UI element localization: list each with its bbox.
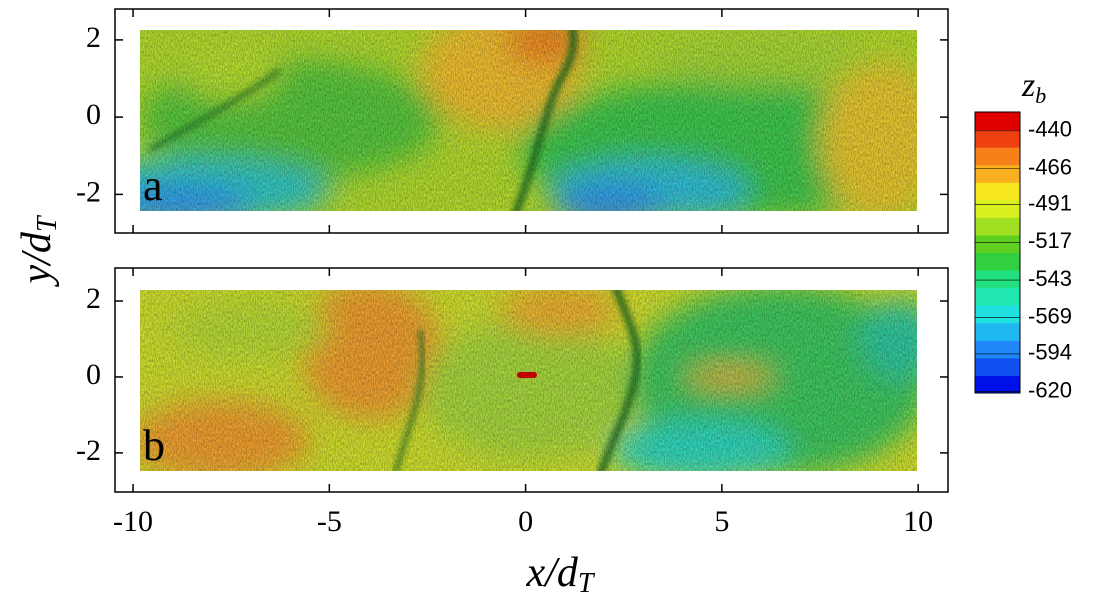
bed-elevation-field (140, 30, 917, 211)
colorbar-tick-label: -466 (1028, 154, 1072, 179)
colorbar-band (975, 287, 1020, 306)
x-axis-label-text: x/d (526, 550, 579, 594)
colorbar-tick-label: -517 (1028, 228, 1072, 253)
plot-frame (114, 8, 949, 234)
y-axis-label-text: y/d (14, 231, 60, 287)
y-tick-label: -2 (76, 434, 101, 467)
panel-label: b (143, 421, 165, 470)
bed-elevation-field (140, 290, 917, 471)
colorbar-band (975, 199, 1020, 218)
colorbar-band (975, 112, 1020, 131)
x-tick-label: -5 (317, 505, 342, 538)
colorbar-title-text: z (1021, 67, 1035, 104)
colorbar-frame (974, 111, 1021, 394)
colorbar-title: zb (1021, 67, 1046, 108)
y-tick-label: 0 (86, 98, 101, 131)
colorbar-band (975, 375, 1020, 394)
colorbar-tick-label: -440 (1028, 117, 1072, 142)
colorbar-tick-label: -569 (1028, 303, 1072, 328)
colorbar-band (975, 252, 1020, 271)
x-axis-label-subscript: T (578, 568, 596, 594)
colorbar-band (975, 182, 1020, 201)
colorbar-title-subscript: b (1035, 83, 1046, 108)
panel-label: a (143, 161, 163, 210)
colorbar-band (975, 357, 1020, 376)
colorbar-band (975, 129, 1020, 148)
colorbar-band (975, 270, 1020, 289)
colorbar-band (975, 322, 1020, 341)
plot-frame (114, 267, 949, 493)
y-axis-label: y/dT (14, 214, 64, 287)
colorbar-tick-label: -620 (1028, 377, 1072, 402)
y-tick-label: 0 (86, 358, 101, 391)
colorbar-band (975, 147, 1020, 166)
colorbar-tick-label: -491 (1028, 191, 1072, 216)
colorbar-band (975, 305, 1020, 324)
colorbar-band (975, 217, 1020, 236)
x-tick-label: 5 (714, 505, 729, 538)
colorbar-band (975, 340, 1020, 359)
x-tick-label: -10 (113, 505, 153, 538)
y-tick-label: 2 (86, 282, 101, 315)
colorbar-band (975, 164, 1020, 183)
turbine-marker (517, 372, 537, 378)
x-tick-label: 10 (903, 505, 933, 538)
x-axis-label: x/dT (526, 550, 596, 594)
y-axis-label-subscript: T (32, 214, 63, 232)
x-tick-label: 0 (518, 505, 533, 538)
colorbar-tick-label: -543 (1028, 266, 1072, 291)
colorbar-band (975, 234, 1020, 253)
colorbar-tick-label: -594 (1028, 340, 1072, 365)
y-tick-label: -2 (76, 175, 101, 208)
y-tick-label: 2 (86, 21, 101, 54)
